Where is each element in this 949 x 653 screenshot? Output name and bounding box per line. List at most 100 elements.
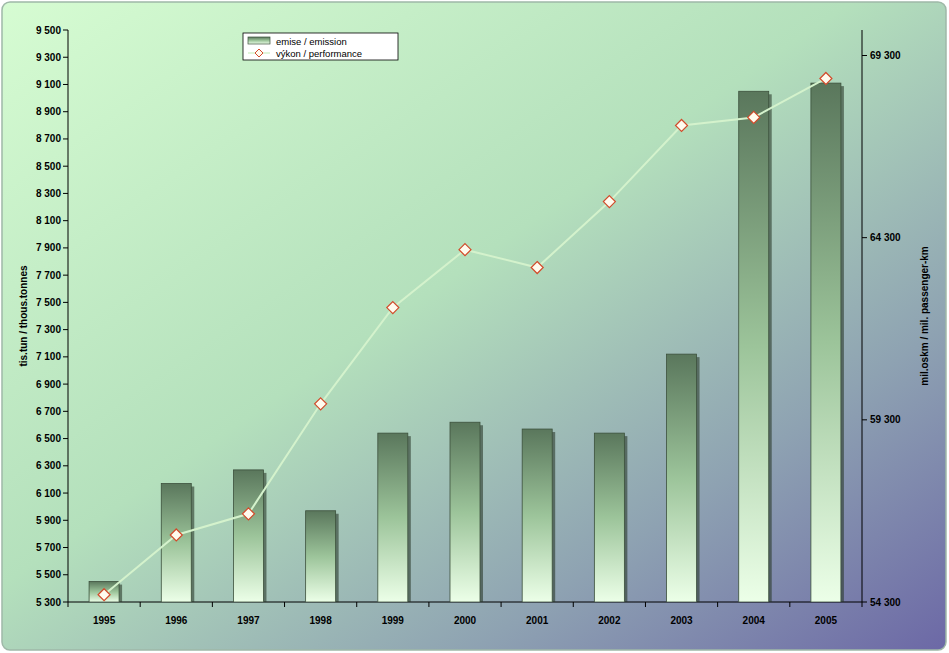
y-tick-label: 8 900 [36,106,61,117]
y-tick [63,30,68,31]
marker [242,508,254,520]
bar [89,582,119,602]
x-tick [645,602,646,607]
y-tick-label: 8 100 [36,215,61,226]
y-tick [63,193,68,194]
y2-tick-label: 54 300 [870,597,901,608]
x-tick-label: 1995 [93,615,116,626]
bar [378,433,408,602]
y-tick-label: 9 500 [36,25,61,36]
y-tick-label: 7 500 [36,297,61,308]
marker [98,589,110,601]
y-axis-title: tis.tun / thous.tonnes [18,265,29,367]
bar [306,511,336,602]
background [2,2,946,650]
x-tick [717,602,718,607]
y-tick-label: 7 100 [36,351,61,362]
y-tick [63,166,68,167]
y-axis [68,30,69,602]
y-tick [63,602,68,603]
y-tick [63,275,68,276]
legend: emise / emissionvýkon / performance [243,33,398,60]
y-tick [63,574,68,575]
x-tick [212,602,213,607]
x-tick [862,602,863,607]
legend-marker [255,49,263,57]
y-tick [63,84,68,85]
y-tick-label: 9 100 [36,79,61,90]
y-tick [63,138,68,139]
legend-box [243,33,398,60]
legend-label: emise / emission [276,36,347,47]
y-tick-label: 7 900 [36,242,61,253]
y-tick-label: 5 300 [36,597,61,608]
y2-axis-title: mil.oskm / mil. passenger-km [919,246,930,386]
y-tick-label: 6 300 [36,460,61,471]
x-tick [140,602,141,607]
marker [820,72,832,84]
y2-tick-label: 59 300 [870,414,901,425]
y-tick-label: 8 500 [36,161,61,172]
legend-label: výkon / performance [276,48,362,59]
y-tick-label: 6 900 [36,379,61,390]
marker [387,302,399,314]
y-tick [63,302,68,303]
y-tick [63,220,68,221]
y2-tick-label: 69 300 [870,50,901,61]
y-tick [63,465,68,466]
bar [739,91,769,602]
x-tick [284,602,285,607]
y2-tick [862,237,867,238]
y-tick [63,520,68,521]
marker [315,398,327,410]
y-tick [63,329,68,330]
bar [667,354,697,602]
chart: 5 3005 5005 7005 9006 1006 3006 5006 700… [0,0,949,653]
y-tick [63,356,68,357]
y-tick-label: 5 500 [36,569,61,580]
x-tick-label: 2005 [815,615,838,626]
x-tick-label: 2002 [598,615,621,626]
y2-tick-label: 64 300 [870,232,901,243]
marker [748,111,760,123]
y-tick [63,57,68,58]
y-tick-label: 7 700 [36,270,61,281]
x-tick-label: 1997 [237,615,260,626]
marker [170,529,182,541]
y-tick-label: 6 500 [36,433,61,444]
y-tick-label: 8 300 [36,188,61,199]
line [104,78,826,594]
marker [531,262,543,274]
x-tick-label: 2000 [454,615,477,626]
x-tick [501,602,502,607]
y2-tick [862,55,867,56]
y2-axis [862,30,863,602]
x-tick-label: 2001 [526,615,549,626]
x-tick-label: 1999 [382,615,405,626]
marker [676,119,688,131]
y-tick [63,547,68,548]
bar [522,429,552,602]
y-tick-label: 5 900 [36,515,61,526]
bar [450,422,480,602]
bar [811,83,841,602]
bar [233,470,263,602]
y-tick-label: 5 700 [36,542,61,553]
x-tick [68,602,69,607]
y2-tick [862,602,867,603]
y-tick [63,247,68,248]
y-tick [63,493,68,494]
y-tick-label: 8 700 [36,133,61,144]
x-tick [428,602,429,607]
y-tick [63,384,68,385]
x-tick-label: 2003 [670,615,693,626]
y-tick-label: 9 300 [36,52,61,63]
x-tick [356,602,357,607]
plot [89,72,844,602]
x-tick-label: 2004 [743,615,766,626]
x-tick [789,602,790,607]
x-tick [573,602,574,607]
x-tick-label: 1996 [165,615,188,626]
y-tick-label: 7 300 [36,324,61,335]
y-tick [63,111,68,112]
